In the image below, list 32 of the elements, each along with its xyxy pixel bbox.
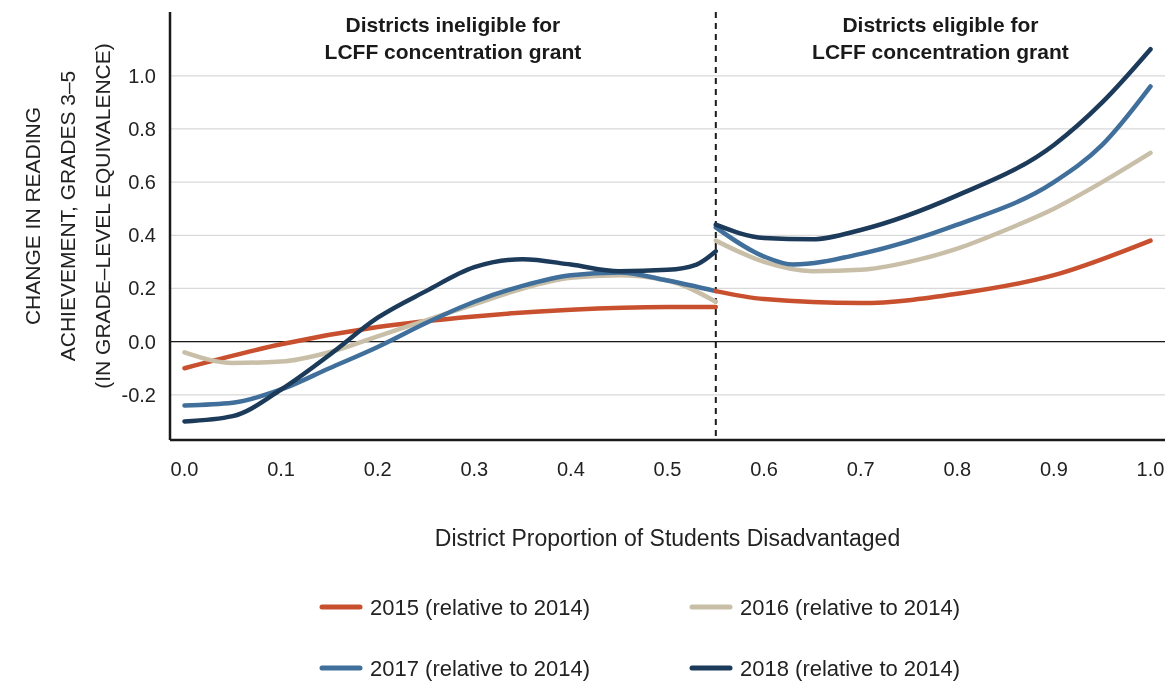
line-series <box>713 238 1153 306</box>
line-series <box>713 150 1153 274</box>
x-axis-title: District Proportion of Students Disadvantaged <box>434 525 901 551</box>
legend-label: 2017 (relative to 2014) <box>370 655 591 681</box>
x-tick-label: 0.2 <box>363 458 392 480</box>
y-tick-label: 0.8 <box>128 117 156 140</box>
legend-label: 2018 (relative to 2014) <box>740 655 961 681</box>
legend-label: 2015 (relative to 2014) <box>370 594 591 620</box>
annotation: Districts eligible for LCFF concentration grant <box>812 13 1069 63</box>
legend-label: 2016 (relative to 2014) <box>740 594 961 620</box>
x-tick-label: 0.9 <box>1040 458 1068 480</box>
x-tick-label: 0.5 <box>653 458 682 480</box>
y-tick-label: 1.0 <box>128 64 156 87</box>
x-tick-label: 1.0 <box>1136 458 1165 480</box>
annotation: Districts ineligible for LCFF concentration grant <box>324 13 582 63</box>
x-tick-label: 0.3 <box>460 458 489 480</box>
line-series <box>713 46 1153 242</box>
x-tick-label: 0.8 <box>943 458 972 480</box>
y-tick-label: 0.4 <box>128 224 156 247</box>
line-series <box>182 304 719 371</box>
line-series <box>713 84 1153 267</box>
x-tick-label: 0.6 <box>750 458 779 480</box>
y-tick-label: 0.2 <box>128 277 156 300</box>
y-tick-label: 0.6 <box>128 171 156 194</box>
y-tick-label: 0.0 <box>128 330 156 353</box>
x-tick-label: 0.0 <box>170 458 199 480</box>
y-axis-title: CHANGE IN READING ACHIEVEMENT, GRADES 3–5 (IN GRADE–LEVEL EQUIVALENCE) <box>21 43 114 389</box>
line-series <box>182 249 719 424</box>
y-tick-label: -0.2 <box>121 383 156 406</box>
x-tick-label: 0.4 <box>556 458 585 480</box>
x-tick-label: 0.7 <box>846 458 875 480</box>
x-tick-label: 0.1 <box>267 458 295 480</box>
